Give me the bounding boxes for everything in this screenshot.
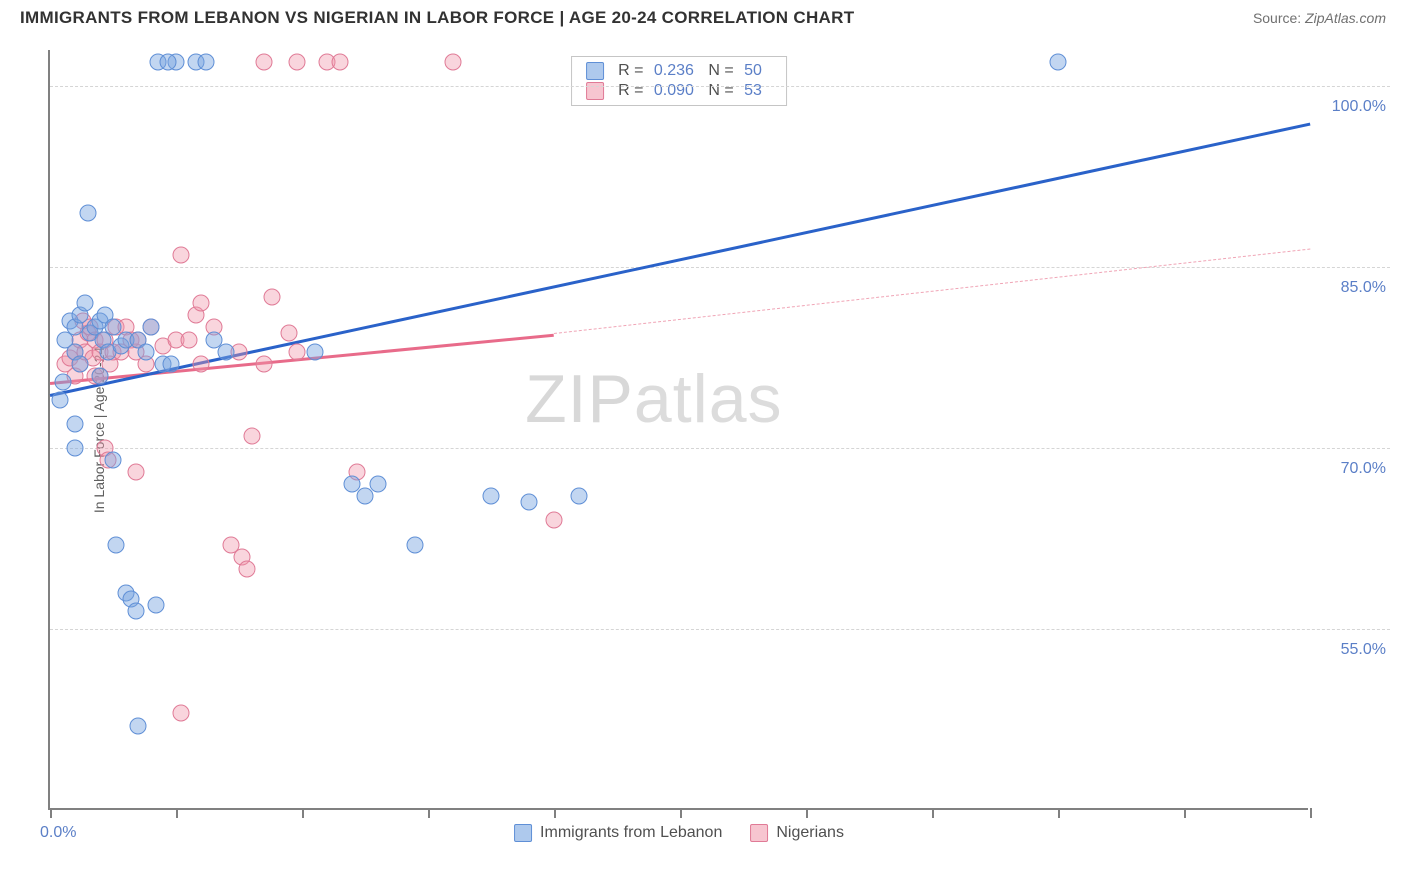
data-point — [407, 536, 424, 553]
data-point — [281, 325, 298, 342]
y-tick-label: 70.0% — [1341, 460, 1386, 478]
data-point — [445, 54, 462, 71]
y-tick-label: 100.0% — [1332, 98, 1386, 116]
data-point — [173, 705, 190, 722]
x-tick — [932, 808, 934, 818]
stat-r-label: R = 0.090 N = 53 — [618, 82, 772, 100]
data-point — [79, 204, 96, 221]
stats-row-pink: R = 0.090 N = 53 — [586, 81, 772, 101]
swatch-blue — [586, 62, 604, 80]
data-point — [127, 464, 144, 481]
data-point — [263, 289, 280, 306]
data-point — [162, 355, 179, 372]
data-point — [198, 54, 215, 71]
data-point — [52, 391, 69, 408]
y-tick-label: 85.0% — [1341, 279, 1386, 297]
data-point — [520, 494, 537, 511]
x-tick — [806, 808, 808, 818]
stats-legend: R = 0.236 N = 50 R = 0.090 N = 53 — [571, 56, 787, 106]
data-point — [142, 319, 159, 336]
legend-item-pink: Nigerians — [750, 824, 844, 842]
x-tick — [50, 808, 52, 818]
gridline — [50, 629, 1390, 630]
legend-label-pink: Nigerians — [776, 824, 844, 842]
gridline — [50, 267, 1390, 268]
data-point — [77, 295, 94, 312]
stat-r-blue: 0.236 — [654, 62, 694, 79]
y-tick-label: 55.0% — [1341, 641, 1386, 659]
data-point — [256, 54, 273, 71]
chart-container: In Labor Force | Age 20-24 ZIPatlas R = … — [48, 50, 1388, 810]
swatch-pink — [586, 82, 604, 100]
source-label: Source: — [1253, 10, 1305, 26]
data-point — [67, 415, 84, 432]
source-attribution: Source: ZipAtlas.com — [1253, 10, 1386, 26]
data-point — [331, 54, 348, 71]
data-point — [1050, 54, 1067, 71]
data-point — [288, 54, 305, 71]
stats-row-blue: R = 0.236 N = 50 — [586, 61, 772, 81]
stat-n-blue: 50 — [744, 62, 762, 79]
data-point — [571, 488, 588, 505]
x-tick — [1310, 808, 1312, 818]
x-tick — [302, 808, 304, 818]
data-point — [92, 367, 109, 384]
data-point — [238, 560, 255, 577]
data-point — [130, 717, 147, 734]
watermark-thin: atlas — [634, 361, 783, 437]
series-legend: Immigrants from Lebanon Nigerians — [514, 824, 844, 842]
watermark-bold: ZIP — [525, 361, 634, 437]
data-point — [127, 602, 144, 619]
swatch-blue — [514, 824, 532, 842]
data-point — [483, 488, 500, 505]
x-tick — [428, 808, 430, 818]
data-point — [243, 428, 260, 445]
chart-title: IMMIGRANTS FROM LEBANON VS NIGERIAN IN L… — [20, 8, 854, 28]
gridline — [50, 448, 1390, 449]
stat-r-pink: 0.090 — [654, 82, 694, 99]
data-point — [107, 536, 124, 553]
data-point — [105, 452, 122, 469]
source-value: ZipAtlas.com — [1305, 10, 1386, 26]
data-point — [369, 476, 386, 493]
data-point — [160, 54, 177, 71]
data-point — [67, 440, 84, 457]
data-point — [180, 331, 197, 348]
plot-area: ZIPatlas R = 0.236 N = 50 R = 0.090 N = … — [48, 50, 1308, 810]
data-point — [288, 343, 305, 360]
data-point — [173, 247, 190, 264]
x-tick — [680, 808, 682, 818]
data-point — [218, 343, 235, 360]
stat-r-label: R = 0.236 N = 50 — [618, 62, 772, 80]
legend-item-blue: Immigrants from Lebanon — [514, 824, 722, 842]
x-tick — [1058, 808, 1060, 818]
stat-n-pink: 53 — [744, 82, 762, 99]
data-point — [147, 596, 164, 613]
swatch-pink — [750, 824, 768, 842]
data-point — [72, 355, 89, 372]
legend-label-blue: Immigrants from Lebanon — [540, 824, 722, 842]
data-point — [256, 355, 273, 372]
data-point — [193, 295, 210, 312]
data-point — [54, 373, 71, 390]
x-tick — [1184, 808, 1186, 818]
watermark: ZIPatlas — [525, 360, 782, 438]
gridline — [50, 86, 1390, 87]
data-point — [546, 512, 563, 529]
x-tick — [176, 808, 178, 818]
x-axis-label-min: 0.0% — [40, 824, 76, 842]
data-point — [306, 343, 323, 360]
data-point — [137, 343, 154, 360]
x-tick — [554, 808, 556, 818]
data-point — [193, 355, 210, 372]
